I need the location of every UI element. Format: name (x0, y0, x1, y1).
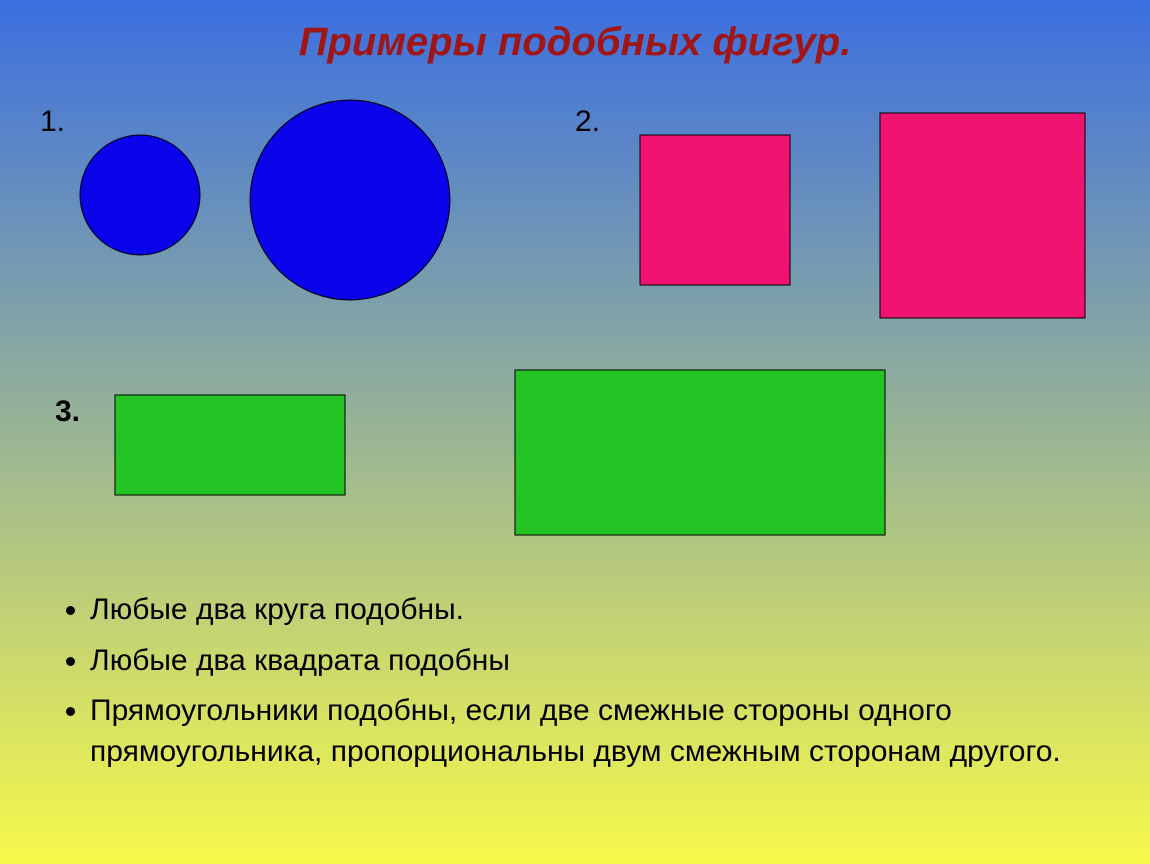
circle-large (248, 98, 452, 302)
rect-large (513, 368, 887, 537)
circle-small (78, 133, 202, 257)
label-2: 2. (575, 105, 600, 139)
square-small (638, 133, 792, 287)
bullet-item: Прямоугольники подобны, если две смежные… (90, 691, 1090, 772)
rect-small (113, 393, 347, 497)
label-1: 1. (40, 105, 65, 139)
bullet-list: Любые два круга подобны. Любые два квадр… (60, 590, 1090, 782)
slide: Примеры подобных фигур. 1. 2. 3. Любые д… (0, 0, 1150, 864)
bullet-item: Любые два квадрата подобны (90, 641, 1090, 682)
label-3: 3. (55, 395, 80, 429)
square-large (878, 111, 1087, 320)
bullet-item: Любые два круга подобны. (90, 590, 1090, 631)
slide-title: Примеры подобных фигур. (0, 20, 1150, 65)
